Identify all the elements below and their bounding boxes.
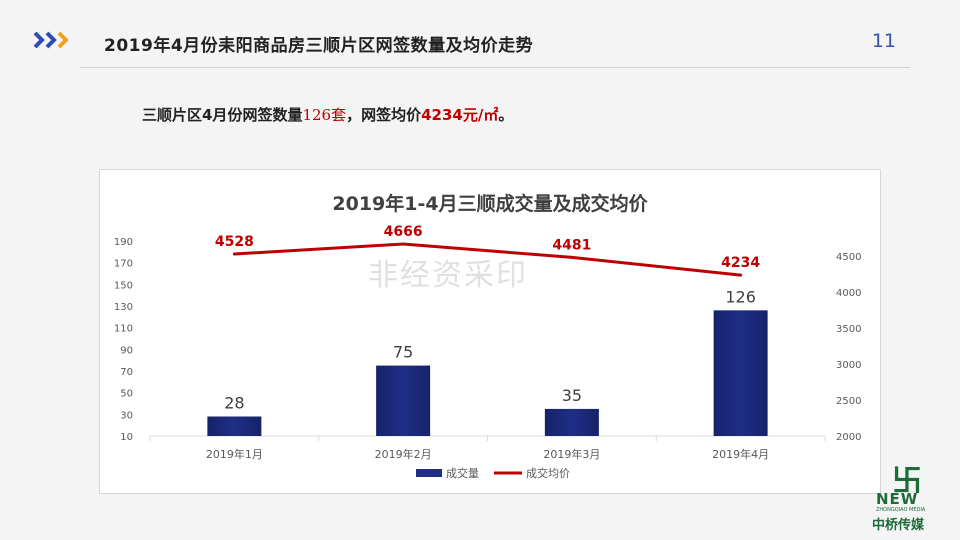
y-left-tick-label: 170: [114, 259, 133, 270]
page-number: 11: [871, 30, 896, 52]
logo-chinese-name: 中桥传媒: [872, 518, 925, 533]
bar-data-label: 28: [224, 394, 244, 413]
watermark-text: 非经资采印: [368, 258, 528, 293]
slide-header: 2019年4月份耒阳商品房三顺片区网签数量及均价走势 11: [0, 0, 960, 70]
line-data-label: 4234: [721, 255, 760, 271]
logo-new-text: NEW: [876, 490, 919, 508]
y-left-tick-label: 10: [120, 432, 133, 443]
bar-data-label: 75: [393, 343, 413, 362]
logo-sub-text: ZHONGQIAO MEDIA: [876, 507, 926, 513]
summary-part1: 三顺片区4月份网签数量: [142, 106, 303, 124]
line-data-label: 4528: [215, 234, 254, 250]
y-left-tick-label: 90: [120, 345, 133, 356]
line-data-label: 4481: [552, 237, 591, 253]
x-tick-label: 2019年2月: [375, 447, 432, 461]
header-divider: [80, 67, 910, 68]
price-line: [234, 242, 741, 277]
bar-data-label: 35: [562, 386, 582, 405]
summary-part2: ，网签均价: [346, 106, 422, 124]
y-left-tick-label: 130: [114, 302, 133, 313]
y-right-tick-label: 3000: [836, 360, 861, 371]
logo-mark: 卐: [892, 464, 922, 499]
y-right-tick-label: 4000: [836, 288, 861, 299]
legend-swatch-bar: [416, 469, 442, 477]
bar: [207, 416, 262, 436]
bar: [544, 408, 599, 436]
y-left-tick-label: 50: [120, 389, 133, 400]
line-point: [232, 252, 236, 256]
summary-count: 126套: [302, 106, 347, 124]
legend-label-bar: 成交量: [446, 466, 479, 480]
chevrons-icon: [33, 31, 69, 49]
summary-price: 4234元/㎡: [421, 106, 499, 124]
line-point: [739, 273, 743, 277]
legend-label-line: 成交均价: [526, 466, 570, 480]
line-point: [401, 242, 405, 246]
summary-end: 。: [498, 106, 514, 124]
x-tick-label: 2019年1月: [206, 447, 263, 461]
summary-text: 三顺片区4月份网签数量126套，网签均价4234元/㎡。: [142, 104, 513, 125]
bar: [376, 365, 431, 436]
y-right-tick-label: 2000: [836, 432, 861, 443]
y-left-tick-label: 30: [120, 410, 133, 421]
line-data-label: 4666: [384, 224, 423, 240]
company-logo: 卐 NEW ZHONGQIAO MEDIA 中桥传媒: [868, 456, 948, 533]
x-tick-label: 2019年3月: [543, 447, 600, 461]
bar: [713, 310, 768, 436]
y-right-tick-label: 3500: [836, 324, 861, 335]
page-title: 2019年4月份耒阳商品房三顺片区网签数量及均价走势: [104, 36, 534, 56]
y-left-tick-label: 110: [114, 324, 133, 335]
chart: 2019年1-4月三顺成交量及成交均价 10 30 50 70 90 110 130 150 17…: [114, 192, 862, 480]
y-left-tick-label: 190: [114, 237, 133, 248]
chart-card: 2019年1-4月三顺成交量及成交均价 10 30 50 70 90 110 130 150 17…: [99, 169, 881, 494]
y-left-tick-label: 70: [120, 367, 133, 378]
y-right-tick-label: 4500: [836, 252, 861, 263]
line-point: [570, 255, 574, 259]
y-right-tick-label: 2500: [836, 396, 861, 407]
y-left-tick-label: 150: [114, 280, 133, 291]
bar-data-label: 126: [725, 287, 756, 306]
chart-title: 2019年1-4月三顺成交量及成交均价: [332, 192, 648, 215]
x-tick-label: 2019年4月: [712, 447, 769, 461]
